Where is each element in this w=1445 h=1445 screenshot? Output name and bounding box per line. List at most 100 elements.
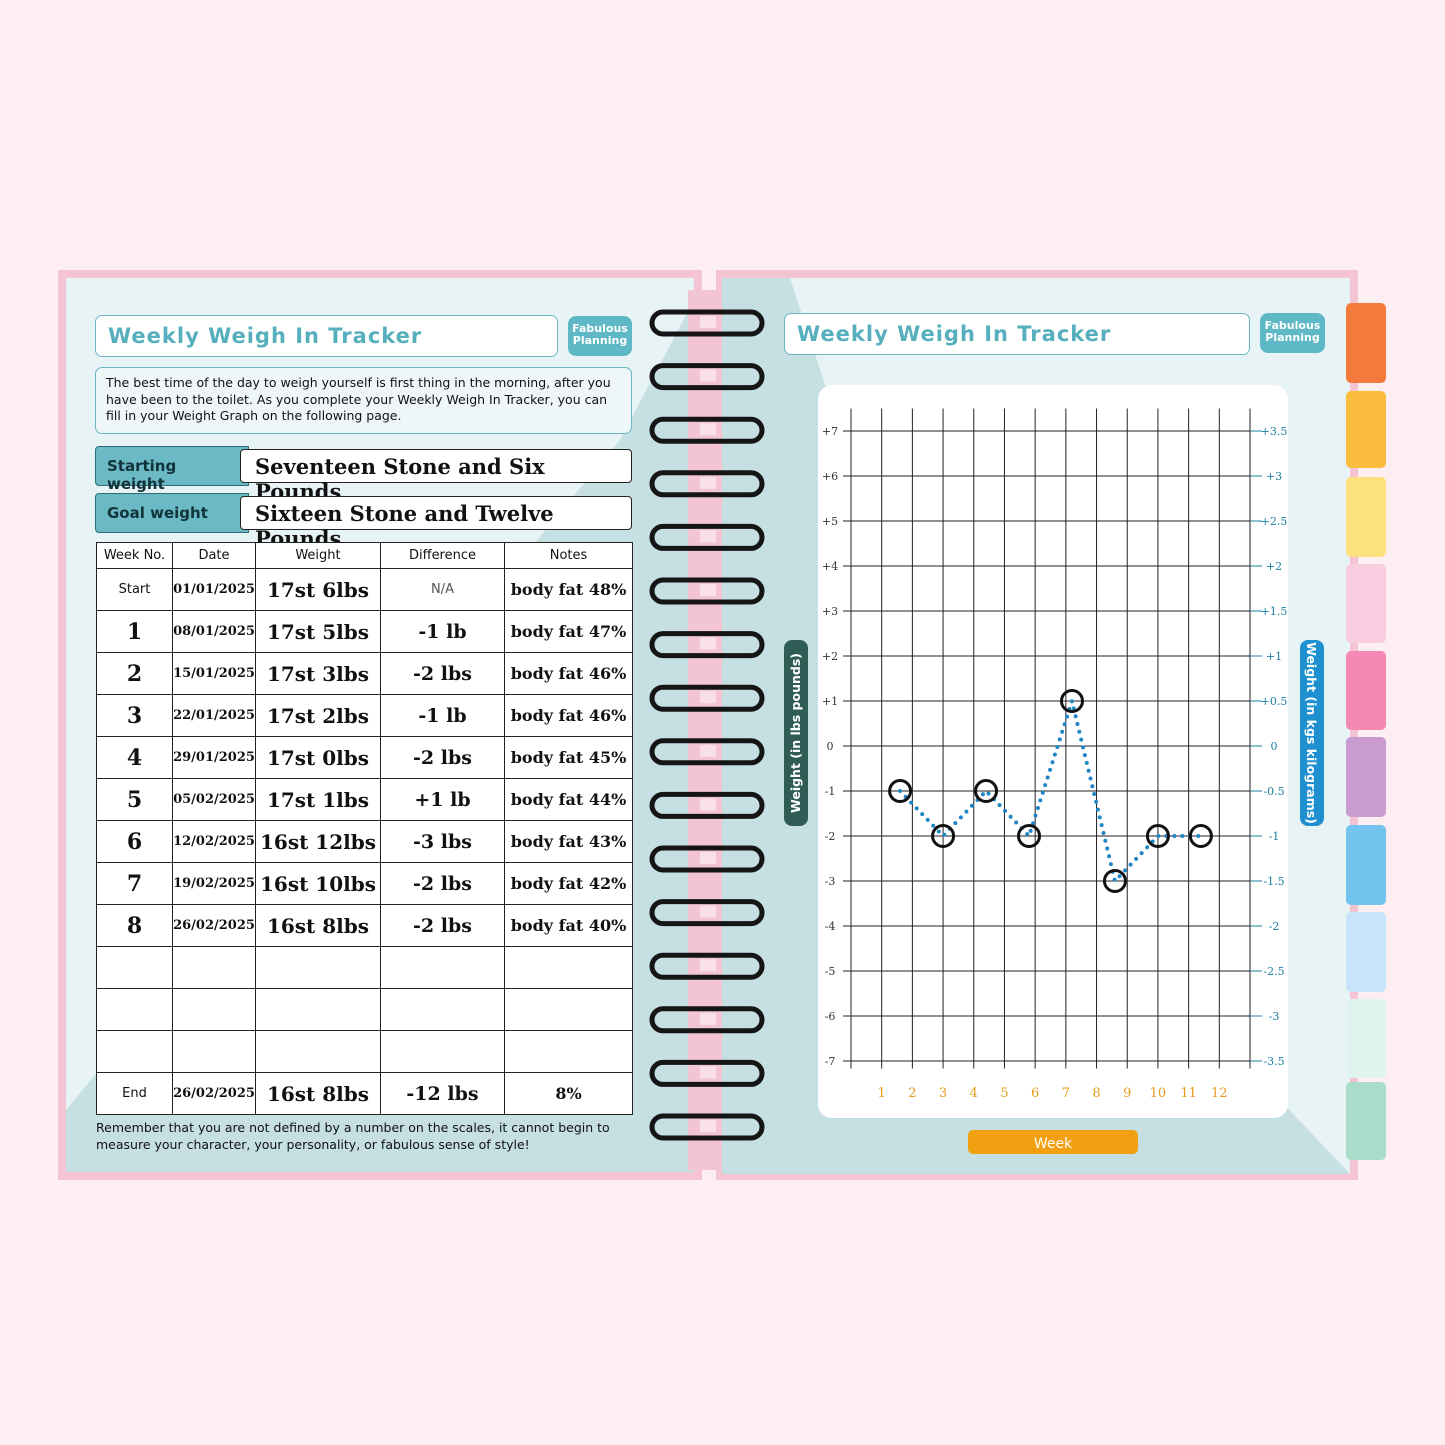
table-cell: 16st 10lbs [255,862,381,905]
spiral-ring [649,416,765,444]
section-tab [1346,303,1386,383]
blank-cell [380,1030,505,1073]
section-tab [1346,564,1386,643]
table-row: 7 19/02/2025 16st 10lbs -2 lbs body fat 42% [96,862,633,905]
binding-hole [700,852,716,864]
table-row: 4 29/01/2025 17st 0lbs -2 lbs body fat 45% [96,736,633,779]
blank-cell [504,946,633,989]
table-cell: 2 [96,652,173,695]
blank-cell [255,946,381,989]
data-point [1188,824,1213,848]
binding-hole [700,530,716,543]
y-tick-label: -6 [825,1010,836,1023]
spiral-ring [649,1059,765,1087]
table-cell: 17st 2lbs [255,694,381,737]
blank-cell [380,988,505,1031]
x-tick-label: 1 [878,1086,886,1101]
table-cell: 4 [96,736,173,779]
table-cell: 08/01/2025 [172,610,256,653]
right-title: Weekly Weigh In Tracker [784,313,1250,355]
spiral-ring [649,309,765,337]
y-tick-label: 0 [827,740,834,753]
section-tab [1346,391,1386,468]
blank-cell [504,1030,633,1073]
blank-cell [172,988,256,1031]
blank-cell [96,946,173,989]
x-tick-label: 9 [1123,1086,1131,1101]
table-cell: 17st 3lbs [255,652,381,695]
section-tab [1346,737,1386,817]
y2-tick-label: +3.5 [1261,425,1288,438]
table-cell: Start [96,568,173,611]
table-cell: body fat 43% [504,820,633,863]
section-tab [1346,999,1386,1078]
blank-cell [96,988,173,1031]
column-header: Notes [504,542,633,569]
section-tab [1346,651,1386,730]
x-tick-label: 7 [1062,1086,1070,1101]
y-tick-label: -3 [825,875,836,888]
table-row: 8 26/02/2025 16st 8lbs -2 lbs body fat 40% [96,904,633,947]
table-cell: body fat 42% [504,862,633,905]
x-tick-label: 10 [1150,1086,1167,1101]
blank-cell [172,1030,256,1073]
column-header: Weight [255,542,381,569]
binding-hole [700,1066,716,1079]
logo: Fabulous Planning [568,316,632,356]
data-point [931,824,956,848]
binding-hole [700,637,716,650]
binding-hole [700,691,716,704]
table-cell: body fat 47% [504,610,633,653]
binding-hole [700,423,716,436]
table-cell: body fat 40% [504,904,633,947]
section-tab [1346,912,1386,992]
column-header: Week No. [96,542,173,569]
binding-hole [700,744,716,757]
spiral-ring [649,631,765,659]
table-cell: 17st 0lbs [255,736,381,779]
data-point [888,779,913,803]
table-cell: 1 [96,610,173,653]
table-cell: 12/02/2025 [172,820,256,863]
data-point [974,779,999,803]
y-tick-label: +2 [822,650,838,663]
left-title: Weekly Weigh In Tracker [95,315,558,357]
table-cell: -3 lbs [380,820,505,863]
binding-hole [700,584,716,596]
table-cell: 3 [96,694,173,737]
table-cell: 16st 8lbs [255,1072,381,1115]
end-row: End 26/02/2025 16st 8lbs -12 lbs 8% [96,1072,633,1115]
table-cell: 8 [96,904,173,947]
y-tick-label: -2 [825,830,836,843]
spiral-ring [649,899,765,927]
y-tick-label: -7 [825,1055,836,1068]
x-tick-label: 6 [1031,1086,1039,1101]
blank-cell [504,988,633,1031]
header-row: Week No. Date Weight Difference Notes [96,542,633,569]
y2-tick-label: +3 [1266,470,1282,483]
table-cell: body fat 46% [504,694,633,737]
x-tick-label: 8 [1092,1086,1100,1101]
table-cell: 6 [96,820,173,863]
table-cell: +1 lb [380,778,505,821]
x-tick-label: 4 [970,1086,978,1101]
table-cell: 26/02/2025 [172,904,256,947]
table-cell: -2 lbs [380,652,505,695]
table-row: 2 15/01/2025 17st 3lbs -2 lbs body fat 46% [96,652,633,695]
table-row: 1 08/01/2025 17st 5lbs -1 lb body fat 47% [96,610,633,653]
y-tick-label: +1 [822,695,838,708]
binding-hole [700,959,716,972]
intro-text: The best time of the day to weigh yourse… [95,367,632,434]
table-cell: -2 lbs [380,736,505,779]
table-cell: 5 [96,778,173,821]
y2-tick-label: -2.5 [1263,965,1284,978]
table-cell: body fat 44% [504,778,633,821]
y2-tick-label: +1.5 [1261,605,1288,618]
table-cell: 19/02/2025 [172,862,256,905]
blank-cell [255,988,381,1031]
table-cell: 17st 6lbs [255,568,381,611]
spiral-ring [649,1113,765,1141]
y2-axis-pill [1300,640,1324,826]
table-cell: 15/01/2025 [172,652,256,695]
